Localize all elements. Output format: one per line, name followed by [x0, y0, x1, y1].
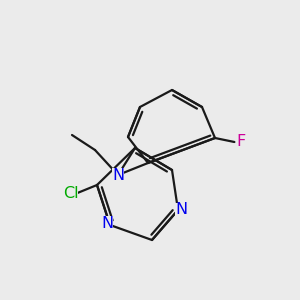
Text: Cl: Cl: [63, 185, 78, 200]
Text: N: N: [112, 167, 124, 182]
Text: F: F: [236, 134, 246, 149]
Text: N: N: [101, 216, 113, 231]
Text: N: N: [175, 202, 187, 217]
